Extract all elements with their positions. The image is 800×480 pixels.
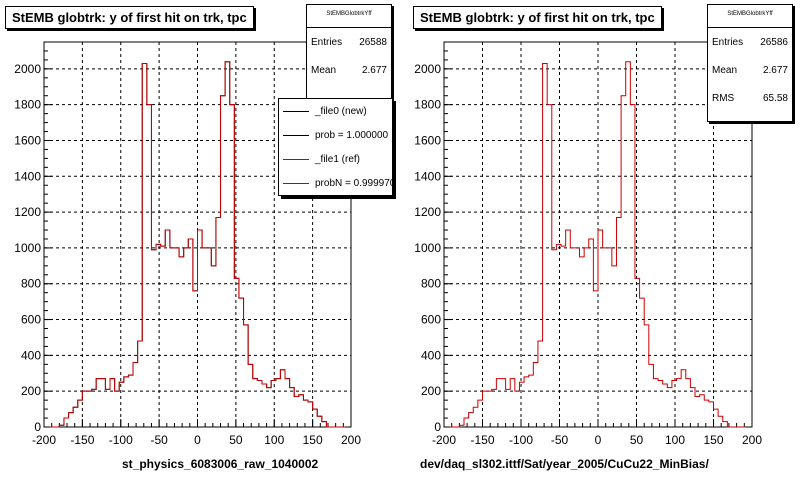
right-x-tick-label: 50 xyxy=(630,433,644,447)
legend-entry-file1: _file1 (ref) xyxy=(279,147,392,171)
left-x-tick-label: 0 xyxy=(194,433,201,447)
right-x-tick-label: 100 xyxy=(665,433,685,447)
right-stats-header: StEMBGlobtrkYff xyxy=(708,5,792,28)
left-y-tick-label: 0 xyxy=(34,420,41,434)
left-series-1-histogram xyxy=(50,61,345,428)
right-y-tick-label: 200 xyxy=(421,384,441,398)
left-stats-entries-value: 26588 xyxy=(359,36,387,48)
left-stats-mean-value: 2.677 xyxy=(361,64,387,76)
left-y-tick-label: 2000 xyxy=(14,62,41,76)
right-y-tick-label: 1800 xyxy=(414,98,441,112)
right-x-tick-label: -50 xyxy=(551,433,569,447)
left-y-tick-label: 1200 xyxy=(14,205,41,219)
left-x-tick-label: -50 xyxy=(150,433,168,447)
left-x-tick-label: -150 xyxy=(70,433,94,447)
left-y-tick-label: 1800 xyxy=(14,98,41,112)
right-series-0-histogram xyxy=(450,61,746,428)
right-x-tick-label: -200 xyxy=(432,433,456,447)
right-y-tick-label: 2000 xyxy=(414,62,441,76)
right-y-tick-label: 1400 xyxy=(414,169,441,183)
left-x-tick-label: 100 xyxy=(264,433,284,447)
right-y-tick-label: 600 xyxy=(421,313,441,327)
right-y-tick-label: 1200 xyxy=(414,205,441,219)
left-y-tick-label: 200 xyxy=(21,384,41,398)
right-stats-box: StEMBGlobtrkYff Entries 26586 Mean 2.677 R… xyxy=(707,4,793,122)
right-y-tick-label: 1000 xyxy=(414,241,441,255)
right-y-tick-label: 400 xyxy=(421,348,441,362)
right-stats-mean-label: Mean xyxy=(712,64,738,76)
right-y-tick-label: 1600 xyxy=(414,133,441,147)
right-stats-entries-label: Entries xyxy=(712,36,744,48)
left-x-tick-label: -100 xyxy=(109,433,133,447)
right-stats-mean-value: 2.677 xyxy=(762,64,788,76)
right-x-tick-label: 150 xyxy=(703,433,723,447)
right-x-axis-title: dev/daq_sl302.ittf/Sat/year_2005/CuCu22_… xyxy=(420,457,709,471)
left-x-tick-label: -200 xyxy=(32,433,56,447)
left-x-tick-label: 50 xyxy=(229,433,243,447)
left-pad-title: StEMB globtrk: y of first hit on trk, tp… xyxy=(5,6,254,29)
legend-entry-prob: prob = 1.000000 xyxy=(279,123,392,147)
left-y-tick-label: 1400 xyxy=(14,169,41,183)
right-y-tick-label: 800 xyxy=(421,277,441,291)
left-stats-mean-label: Mean xyxy=(311,64,337,76)
right-stats-entries-value: 26586 xyxy=(760,36,788,48)
right-stats-rms-value: 65.58 xyxy=(762,92,788,104)
right-x-tick-label: 200 xyxy=(742,433,762,447)
legend-entry-probn: probN = 0.999970 xyxy=(279,171,392,195)
left-y-tick-label: 400 xyxy=(21,348,41,362)
right-x-tick-label: -150 xyxy=(470,433,494,447)
right-y-tick-label: 0 xyxy=(434,420,441,434)
left-x-tick-label: 200 xyxy=(341,433,361,447)
left-stats-entries-label: Entries xyxy=(311,36,343,48)
left-x-tick-label: 150 xyxy=(303,433,323,447)
right-x-tick-label: 0 xyxy=(595,433,602,447)
left-y-tick-label: 1000 xyxy=(14,241,41,255)
left-y-tick-label: 800 xyxy=(21,277,41,291)
left-y-tick-label: 1600 xyxy=(14,133,41,147)
legend-entry-file0: _file0 (new) xyxy=(279,99,392,123)
right-pad-title: StEMB globtrk: y of first hit on trk, tp… xyxy=(413,6,662,29)
left-y-tick-label: 600 xyxy=(21,313,41,327)
left-stats-header: StEMBGlobtrkYff xyxy=(307,5,391,28)
right-x-tick-label: -100 xyxy=(509,433,533,447)
left-legend: _file0 (new) prob = 1.000000 _file1 (ref… xyxy=(278,98,393,196)
right-stats-rms-label: RMS xyxy=(712,92,735,104)
left-x-axis-title: st_physics_6083006_raw_1040002 xyxy=(122,457,319,471)
